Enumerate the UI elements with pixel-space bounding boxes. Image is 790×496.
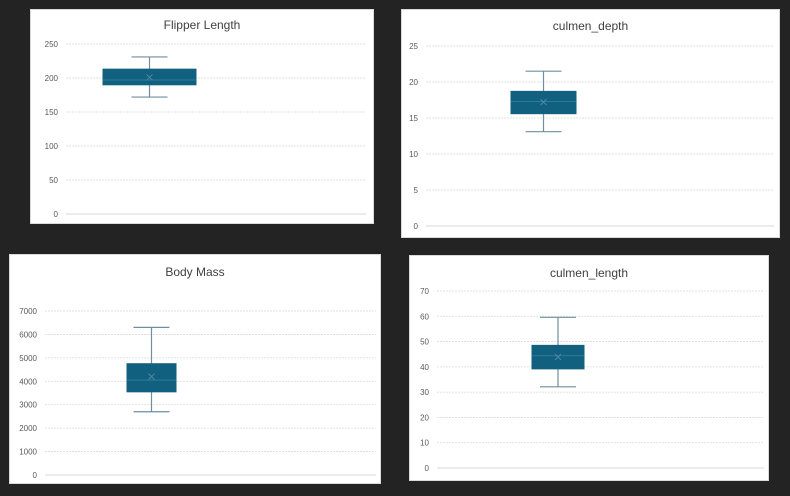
y-tick-label: 4000 xyxy=(19,377,37,386)
mean-marker xyxy=(148,373,155,380)
y-tick-label: 50 xyxy=(420,338,429,347)
boxplot-culmen-depth: 0 5 10 15 20 25 xyxy=(409,42,774,231)
chart-title: Body Mass xyxy=(165,265,225,279)
mean-marker xyxy=(146,73,153,81)
y-tick-label: 50 xyxy=(49,176,58,185)
y-tick-label: 70 xyxy=(420,287,429,296)
chart-panel-culmen-length: culmen_length 0 10 20 30 40 50 60 70 xyxy=(409,255,769,481)
boxplot-body-mass: 0 1000 2000 3000 4000 5000 6000 7000 xyxy=(19,307,376,480)
y-tick-label: 150 xyxy=(45,108,59,117)
y-tick-label: 40 xyxy=(420,363,429,372)
chart-panel-culmen-depth: culmen_depth 0 5 10 15 20 25 xyxy=(401,9,780,238)
y-tick-label: 0 xyxy=(425,464,430,473)
iqr-box xyxy=(126,363,177,393)
y-tick-label: 250 xyxy=(45,40,59,49)
boxplot-flipper-length: 0 50 100 150 200 250 xyxy=(45,40,366,219)
chart-title: Flipper Length xyxy=(163,18,241,32)
y-tick-label: 7000 xyxy=(19,307,37,316)
y-tick-label: 25 xyxy=(409,42,418,51)
y-tick-label: 60 xyxy=(420,312,429,321)
chart-panel-flipper-length: Flipper Length 0 50 100 150 200 250 xyxy=(30,9,374,224)
y-tick-label: 5 xyxy=(414,186,419,195)
boxplot-culmen-length: 0 10 20 30 40 50 60 70 xyxy=(420,287,764,473)
y-tick-label: 200 xyxy=(45,74,59,83)
chart-title: culmen_length xyxy=(549,266,629,280)
y-tick-label: 10 xyxy=(409,150,418,159)
y-tick-label: 5000 xyxy=(19,354,37,363)
y-tick-label: 6000 xyxy=(19,330,37,339)
y-tick-label: 10 xyxy=(420,439,429,448)
y-tick-label: 15 xyxy=(409,114,418,123)
chart-panel-body-mass: Body Mass 0 1000 2000 3000 4000 5000 6000 7000 xyxy=(9,254,381,484)
mean-marker xyxy=(554,353,562,361)
mean-marker xyxy=(540,98,547,106)
y-tick-label: 0 xyxy=(54,210,59,219)
y-tick-label: 0 xyxy=(33,471,38,480)
y-tick-label: 100 xyxy=(45,142,59,151)
y-tick-label: 20 xyxy=(409,78,418,87)
y-tick-label: 1000 xyxy=(19,448,37,457)
y-tick-label: 20 xyxy=(420,413,429,422)
y-tick-label: 2000 xyxy=(19,424,37,433)
y-tick-label: 30 xyxy=(420,388,429,397)
chart-title: culmen_depth xyxy=(552,19,629,33)
y-tick-label: 0 xyxy=(414,222,419,231)
y-tick-label: 3000 xyxy=(19,401,37,410)
